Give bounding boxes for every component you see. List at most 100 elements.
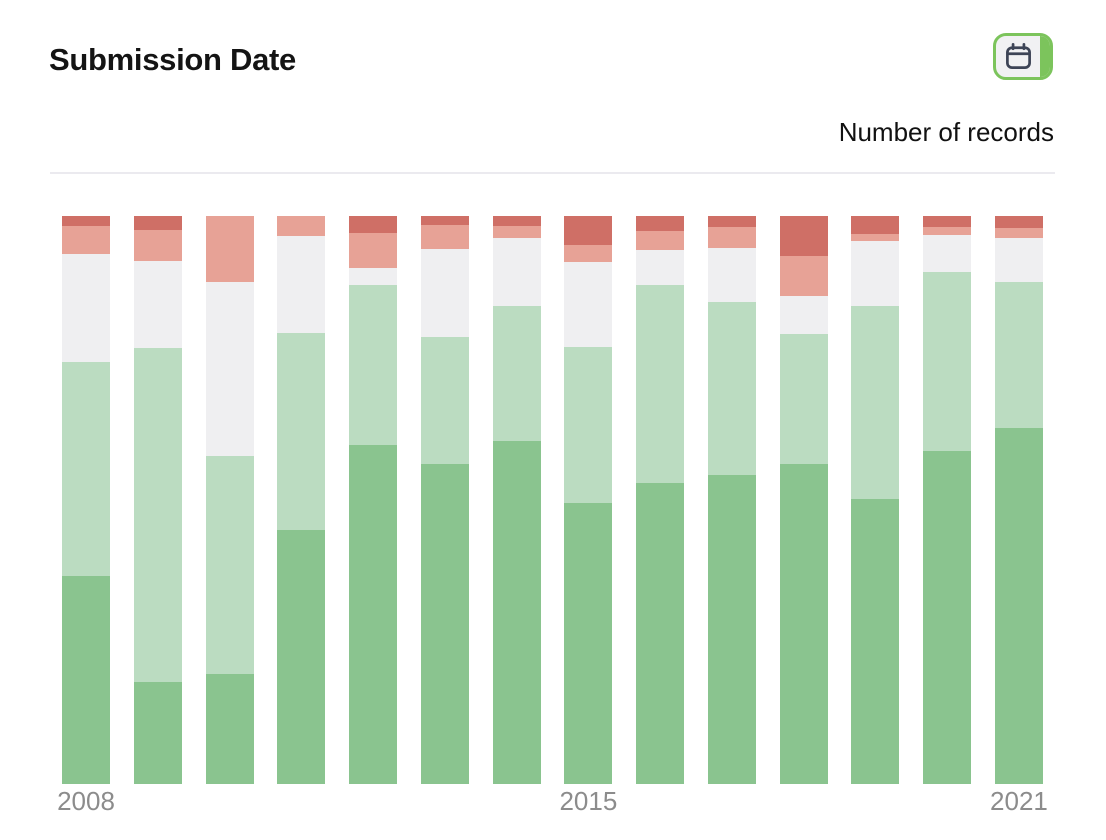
bar-2018-segment-gray[interactable] xyxy=(779,295,828,334)
bar-2008-segment-light-green[interactable] xyxy=(62,361,110,576)
bar-2018-segment-light-red[interactable] xyxy=(779,255,828,296)
x-axis-slot-2020 xyxy=(923,786,971,820)
bar-2008-segment-dark-green[interactable] xyxy=(62,575,110,784)
calendar-filter-button[interactable] xyxy=(993,33,1053,80)
bar-2014[interactable] xyxy=(492,216,541,784)
bar-2011[interactable] xyxy=(277,216,326,784)
bar-2014-segment-light-red[interactable] xyxy=(492,226,541,239)
bar-2016-segment-light-red[interactable] xyxy=(636,230,685,250)
bar-2020[interactable] xyxy=(923,216,972,784)
bar-2012-segment-dark-red[interactable] xyxy=(349,216,398,234)
bar-2016[interactable] xyxy=(636,216,685,784)
bar-2014-segment-gray[interactable] xyxy=(492,238,541,307)
bar-2016-segment-gray[interactable] xyxy=(636,249,685,285)
bar-2011-segment-gray[interactable] xyxy=(277,235,326,333)
bar-2010-segment-dark-green[interactable] xyxy=(205,674,254,784)
bar-2017[interactable] xyxy=(707,216,756,784)
bar-2019-segment-light-green[interactable] xyxy=(851,305,900,499)
bar-2008-segment-gray[interactable] xyxy=(62,254,110,362)
x-axis-slot-2013 xyxy=(421,786,469,820)
x-tick-2008: 2008 xyxy=(57,786,115,816)
bar-2021-segment-light-green[interactable] xyxy=(994,282,1043,428)
bar-2018[interactable] xyxy=(779,216,828,784)
bar-2019-segment-dark-green[interactable] xyxy=(851,498,900,784)
bar-2021-segment-light-red[interactable] xyxy=(994,227,1043,239)
bar-2019-segment-dark-red[interactable] xyxy=(851,216,900,235)
bar-2020-segment-gray[interactable] xyxy=(923,234,972,272)
calendar-button-accent-strip xyxy=(1040,36,1050,77)
bar-2017-segment-dark-green[interactable] xyxy=(707,474,756,784)
bar-2009[interactable] xyxy=(133,216,182,784)
bar-2013-segment-light-red[interactable] xyxy=(420,225,469,249)
bar-2009-segment-light-red[interactable] xyxy=(133,230,182,262)
bar-2019-segment-light-red[interactable] xyxy=(851,234,900,241)
bar-2016-segment-light-green[interactable] xyxy=(636,284,685,483)
bar-2013-segment-dark-red[interactable] xyxy=(420,216,469,226)
bar-2015-segment-dark-green[interactable] xyxy=(564,503,613,784)
bar-2011-segment-light-green[interactable] xyxy=(277,333,326,530)
bar-2012-segment-light-green[interactable] xyxy=(349,285,398,446)
bar-2020-segment-light-red[interactable] xyxy=(923,226,972,235)
header-divider xyxy=(50,172,1055,174)
bar-2013-segment-light-green[interactable] xyxy=(420,336,469,465)
bar-2021-segment-dark-green[interactable] xyxy=(994,427,1043,784)
bar-2017-segment-light-green[interactable] xyxy=(707,301,756,475)
bar-2010-segment-gray[interactable] xyxy=(205,281,254,457)
bar-2009-segment-light-green[interactable] xyxy=(133,347,182,683)
bar-2010-segment-light-green[interactable] xyxy=(205,456,254,675)
x-axis-slot-2011 xyxy=(277,786,325,820)
bar-2017-segment-gray[interactable] xyxy=(707,247,756,302)
bar-2015-segment-light-green[interactable] xyxy=(564,347,613,504)
bar-2014-segment-dark-green[interactable] xyxy=(492,441,541,784)
x-axis-slot-2012 xyxy=(349,786,397,820)
bar-2017-segment-light-red[interactable] xyxy=(707,226,756,248)
bar-2015-segment-dark-red[interactable] xyxy=(564,216,613,245)
bar-2011-segment-dark-green[interactable] xyxy=(277,529,326,784)
bar-2008-segment-dark-red[interactable] xyxy=(62,216,110,227)
x-tick-2021: 2021 xyxy=(990,786,1048,816)
page-title: Submission Date xyxy=(49,42,296,77)
bar-2010[interactable] xyxy=(205,216,254,784)
bar-2009-segment-dark-green[interactable] xyxy=(133,682,182,784)
bar-2018-segment-dark-green[interactable] xyxy=(779,463,828,784)
bar-2015-segment-gray[interactable] xyxy=(564,261,613,348)
bar-2012-segment-gray[interactable] xyxy=(349,268,398,286)
x-axis-slot-2019 xyxy=(851,786,899,820)
bar-2017-segment-dark-red[interactable] xyxy=(707,216,756,227)
bar-2009-segment-gray[interactable] xyxy=(133,261,182,348)
bar-2010-segment-light-red[interactable] xyxy=(205,216,254,282)
bar-2015-segment-light-red[interactable] xyxy=(564,244,613,262)
bar-2020-segment-dark-green[interactable] xyxy=(923,451,972,784)
x-axis-slot-2018 xyxy=(780,786,828,820)
x-axis-slot-2015: 2015 xyxy=(559,786,617,820)
bar-2021[interactable] xyxy=(994,216,1043,784)
x-axis-slot-2010 xyxy=(206,786,254,820)
bar-2012-segment-light-red[interactable] xyxy=(349,233,398,269)
bar-2014-segment-light-green[interactable] xyxy=(492,306,541,442)
bar-2013-segment-gray[interactable] xyxy=(420,248,469,337)
x-axis-slot-2008: 2008 xyxy=(57,786,115,820)
bar-2013[interactable] xyxy=(420,216,469,784)
bar-2019-segment-gray[interactable] xyxy=(851,240,900,306)
bar-2015[interactable] xyxy=(564,216,613,784)
bar-2018-segment-light-green[interactable] xyxy=(779,333,828,464)
bar-2012[interactable] xyxy=(349,216,398,784)
bar-2021-segment-gray[interactable] xyxy=(994,238,1043,283)
bar-2011-segment-light-red[interactable] xyxy=(277,216,326,236)
bar-2021-segment-dark-red[interactable] xyxy=(994,216,1043,228)
bar-2020-segment-light-green[interactable] xyxy=(923,271,972,452)
bar-2018-segment-dark-red[interactable] xyxy=(779,216,828,256)
bar-2008-segment-light-red[interactable] xyxy=(62,226,110,255)
bar-2009-segment-dark-red[interactable] xyxy=(133,216,182,231)
bar-2016-segment-dark-green[interactable] xyxy=(636,482,685,784)
bar-2020-segment-dark-red[interactable] xyxy=(923,216,972,227)
bar-2016-segment-dark-red[interactable] xyxy=(636,216,685,231)
x-axis-slot-2021: 2021 xyxy=(990,786,1048,820)
bar-2008[interactable] xyxy=(62,216,110,784)
bar-2014-segment-dark-red[interactable] xyxy=(492,216,541,227)
x-axis-slot-2016 xyxy=(636,786,684,820)
bar-2013-segment-dark-green[interactable] xyxy=(420,464,469,784)
bar-2019[interactable] xyxy=(851,216,900,784)
bar-2012-segment-dark-green[interactable] xyxy=(349,445,398,784)
